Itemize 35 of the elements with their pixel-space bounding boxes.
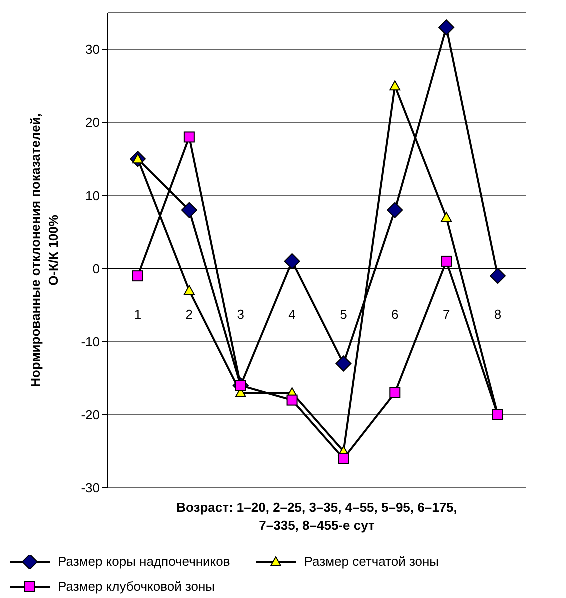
x-tick-label: 7 bbox=[442, 306, 450, 322]
x-tick-label: 2 bbox=[186, 306, 194, 322]
point bbox=[336, 356, 352, 372]
y-axis-title: Нормированные отклонения показателей, О-К/К 100% bbox=[28, 114, 61, 388]
y-tick-label: -30 bbox=[81, 480, 100, 496]
y-tick-label: -10 bbox=[81, 334, 100, 350]
x-tick-label: 1 bbox=[134, 306, 142, 322]
y-tick-label: 10 bbox=[86, 188, 100, 204]
y-tick-label: 0 bbox=[92, 261, 100, 276]
y-tick-label: 20 bbox=[86, 115, 100, 130]
point bbox=[184, 285, 195, 296]
point bbox=[441, 212, 452, 222]
point bbox=[286, 394, 298, 406]
point bbox=[181, 202, 198, 218]
legend-label: Размер коры надпочечников bbox=[58, 554, 230, 569]
x-tick-label: 4 bbox=[288, 306, 296, 322]
point bbox=[387, 202, 404, 218]
legend-label: Размер клубочковой зоны bbox=[58, 579, 216, 594]
point bbox=[438, 20, 455, 36]
x-tick-label: 6 bbox=[392, 306, 399, 322]
x-tick-label: 5 bbox=[340, 306, 348, 322]
point bbox=[284, 253, 300, 270]
legend-label: Размер сетчатой зоны bbox=[304, 554, 440, 569]
y-tick-label: -20 bbox=[81, 408, 100, 423]
point bbox=[390, 388, 401, 398]
point bbox=[132, 270, 144, 282]
x-axis-title: Возраст: 1–20, 2–25, 3–35, 4–55, 5–95, 6–175, 7–335, 8–455-е сут bbox=[176, 500, 458, 533]
point bbox=[184, 132, 195, 143]
y-tick-label: 30 bbox=[86, 42, 100, 58]
point bbox=[338, 453, 350, 464]
x-tick-label: 3 bbox=[237, 306, 244, 322]
point bbox=[390, 80, 401, 91]
point bbox=[441, 256, 452, 267]
x-tick-label: 8 bbox=[494, 306, 502, 322]
point bbox=[490, 268, 506, 284]
